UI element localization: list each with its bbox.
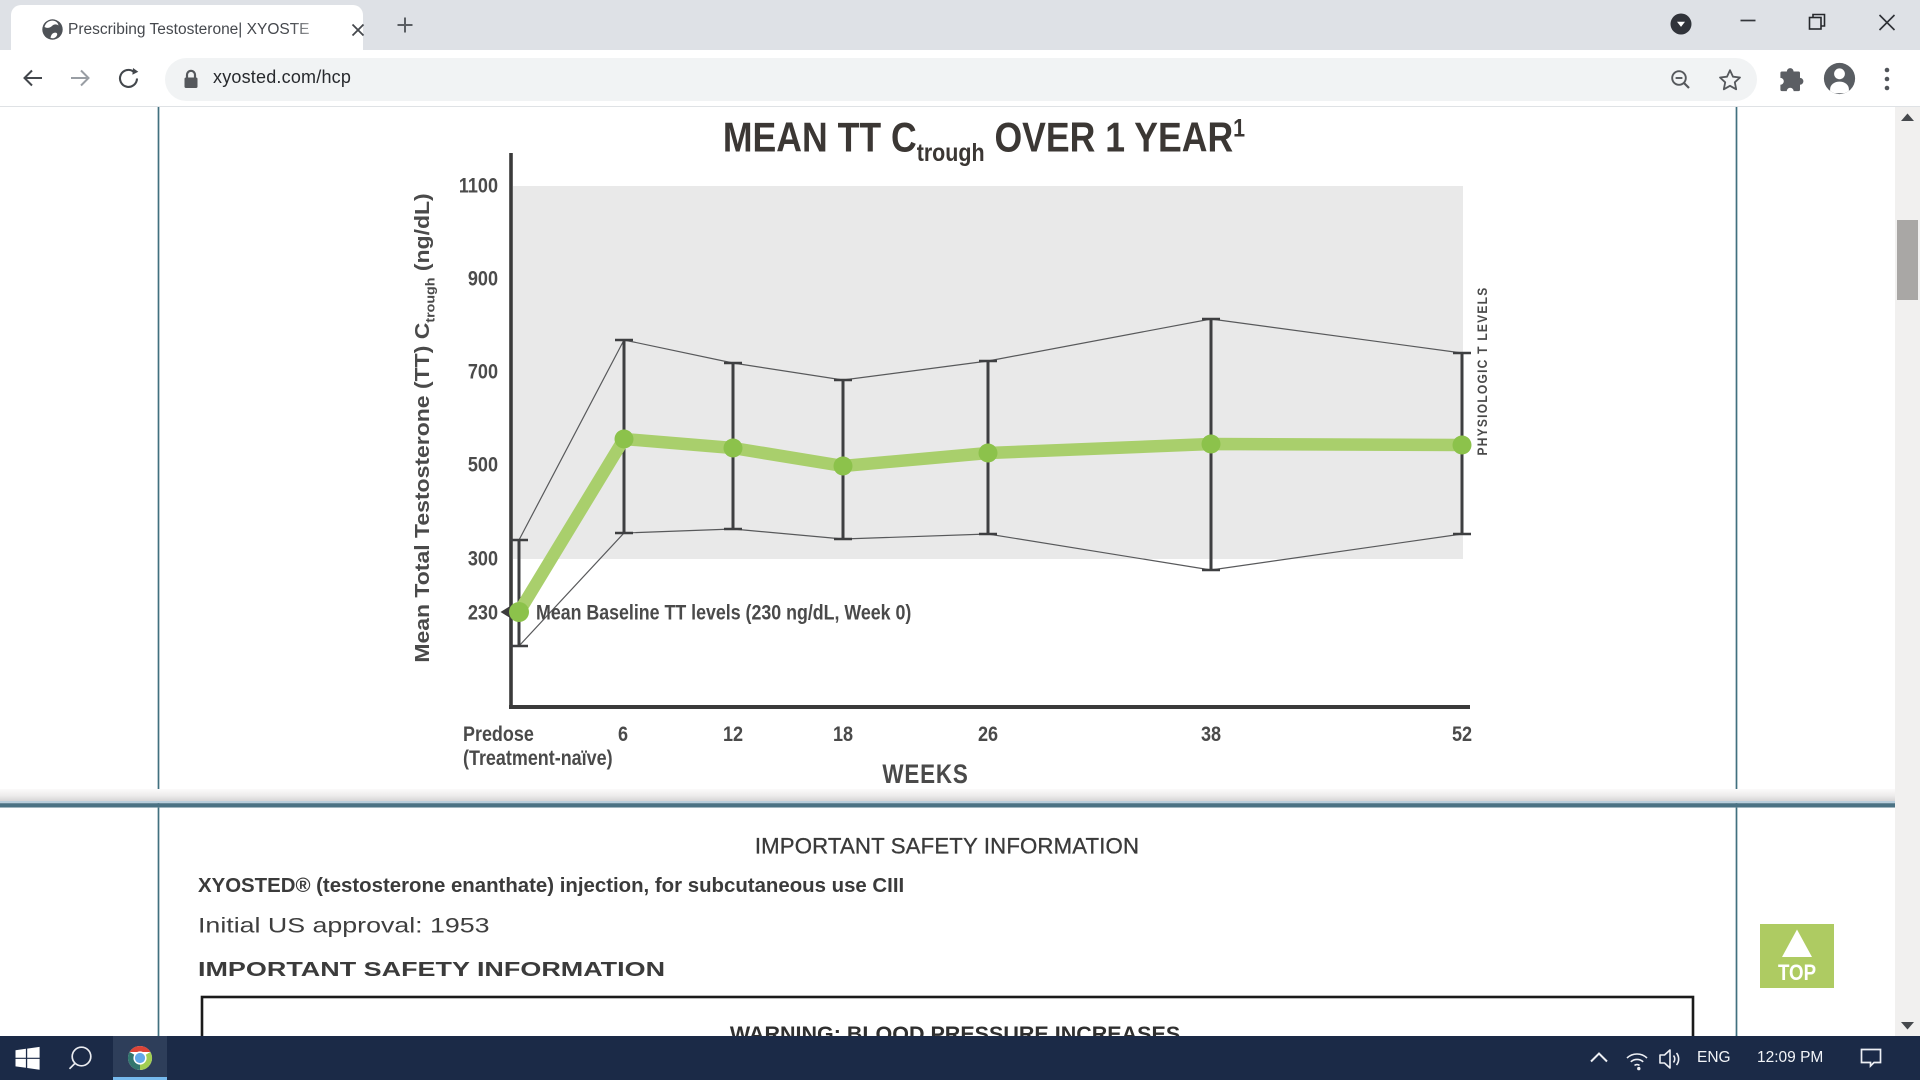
svg-text:PHYSIOLOGIC T LEVELS: PHYSIOLOGIC T LEVELS	[1474, 287, 1490, 456]
svg-text:12: 12	[723, 723, 743, 747]
svg-text:18: 18	[833, 723, 853, 747]
svg-text:900: 900	[468, 267, 498, 291]
svg-text:52: 52	[1452, 723, 1472, 747]
svg-text:Initial US approval: 1953: Initial US approval: 1953	[198, 914, 490, 938]
svg-text:26: 26	[978, 723, 998, 747]
svg-text:IMPORTANT SAFETY INFORMATION: IMPORTANT SAFETY INFORMATION	[755, 834, 1139, 859]
svg-text:300: 300	[468, 547, 498, 571]
svg-text:Mean Baseline TT levels (230 n: Mean Baseline TT levels (230 ng/dL, Week…	[536, 601, 911, 625]
svg-text:500: 500	[468, 453, 498, 477]
svg-text:6: 6	[618, 723, 628, 747]
svg-text:Mean Total Testosterone (TT) C: Mean Total Testosterone (TT) Ctrough (ng…	[410, 193, 437, 662]
svg-text:Predose: Predose	[463, 723, 534, 747]
svg-text:1100: 1100	[459, 174, 498, 198]
svg-text:XYOSTED® (testosterone enantha: XYOSTED® (testosterone enanthate) inject…	[198, 875, 904, 897]
svg-text:38: 38	[1201, 723, 1221, 747]
svg-text:WEEKS: WEEKS	[882, 760, 968, 789]
svg-text:TOP: TOP	[1778, 962, 1816, 986]
svg-text:MEAN TT Ctrough OVER 1 YEAR1: MEAN TT Ctrough OVER 1 YEAR1	[723, 114, 1245, 166]
svg-text:(Treatment-naïve): (Treatment-naïve)	[463, 747, 613, 771]
svg-text:230: 230	[468, 601, 498, 625]
svg-text:700: 700	[468, 360, 498, 384]
svg-text:IMPORTANT SAFETY INFORMATION: IMPORTANT SAFETY INFORMATION	[198, 958, 665, 981]
